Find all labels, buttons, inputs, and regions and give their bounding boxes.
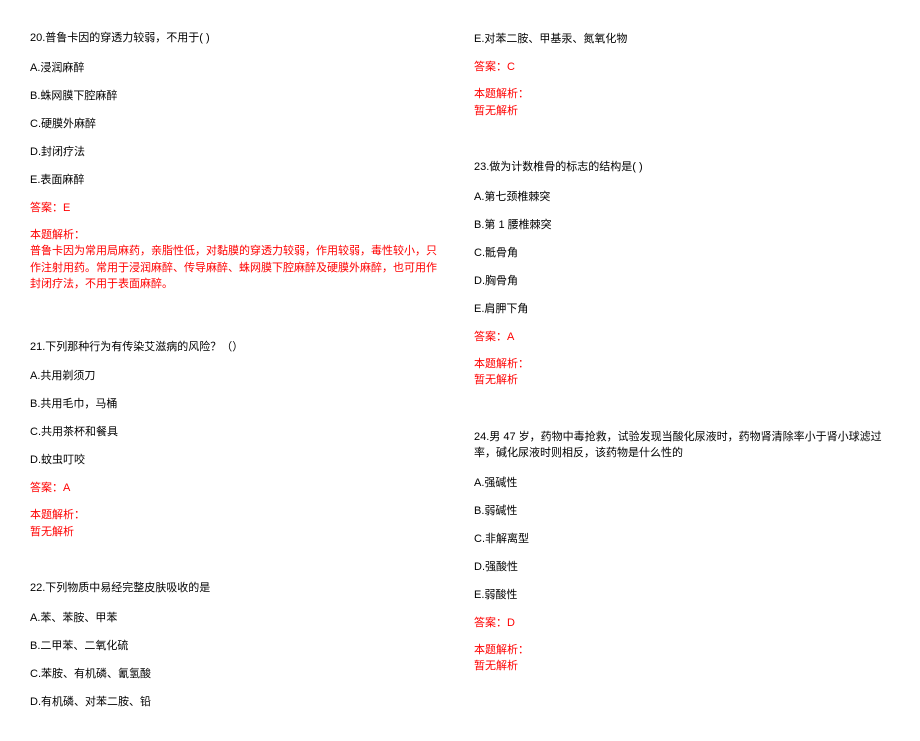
q21-opt-a: A.共用剃须刀	[30, 367, 446, 383]
q20-exp-label: 本题解析：	[30, 227, 446, 244]
q23-answer: 答案：A	[474, 328, 890, 344]
q22-opt-d: D.有机磷、对苯二胺、铅	[30, 693, 446, 709]
q20-opt-e: E.表面麻醉	[30, 171, 446, 187]
q20-exp-text: 普鲁卡因为常用局麻药，亲脂性低，对黏膜的穿透力较弱，作用较弱，毒性较小，只作注射…	[30, 243, 446, 293]
question-20: 20.普鲁卡因的穿透力较弱，不用于( ) A.浸润麻醉 B.蛛网膜下腔麻醉 C.…	[30, 30, 446, 305]
q20-opt-a: A.浸润麻醉	[30, 59, 446, 75]
q21-exp-label: 本题解析：	[30, 507, 446, 524]
q20-answer: 答案：E	[30, 199, 446, 215]
q23-exp-text: 暂无解析	[474, 372, 890, 389]
q24-opt-a: A.强碱性	[474, 474, 890, 490]
question-23: 23.做为计数椎骨的标志的结构是( ) A.第七颈椎棘突 B.第 1 腰椎棘突 …	[474, 159, 890, 401]
q23-opt-e: E.肩胛下角	[474, 300, 890, 316]
q21-exp-text: 暂无解析	[30, 524, 446, 541]
q24-opt-c: C.非解离型	[474, 530, 890, 546]
q22-answer: 答案：C	[474, 58, 890, 74]
q22-title: 22.下列物质中易经完整皮肤吸收的是	[30, 580, 446, 597]
q21-opt-d: D.蚊虫叮咬	[30, 451, 446, 467]
right-column: E.对苯二胺、甲基汞、氮氧化物 答案：C 本题解析： 暂无解析 23.做为计数椎…	[474, 30, 890, 741]
q22-opt-a: A.苯、苯胺、甲苯	[30, 609, 446, 625]
q20-opt-c: C.硬膜外麻醉	[30, 115, 446, 131]
q21-opt-c: C.共用茶杯和餐具	[30, 423, 446, 439]
q23-opt-a: A.第七颈椎棘突	[474, 188, 890, 204]
q23-exp-label: 本题解析：	[474, 356, 890, 373]
q22-opt-c: C.苯胺、有机磷、氰氢酸	[30, 665, 446, 681]
q23-opt-d: D.胸骨角	[474, 272, 890, 288]
q21-answer: 答案：A	[30, 479, 446, 495]
q24-opt-d: D.强酸性	[474, 558, 890, 574]
q24-title: 24.男 47 岁，药物中毒抢救，试验发现当酸化尿液时，药物肾清除率小于肾小球滤…	[474, 429, 890, 462]
q20-opt-d: D.封闭疗法	[30, 143, 446, 159]
q23-title: 23.做为计数椎骨的标志的结构是( )	[474, 159, 890, 176]
q24-answer: 答案：D	[474, 614, 890, 630]
question-24: 24.男 47 岁，药物中毒抢救，试验发现当酸化尿液时，药物肾清除率小于肾小球滤…	[474, 429, 890, 687]
q24-exp-text: 暂无解析	[474, 658, 890, 675]
q22-opt-e: E.对苯二胺、甲基汞、氮氧化物	[474, 30, 890, 46]
q22-exp-label: 本题解析：	[474, 86, 890, 103]
question-22: 22.下列物质中易经完整皮肤吸收的是 A.苯、苯胺、甲苯 B.二甲苯、二氧化硫 …	[30, 580, 446, 721]
q22-exp-text: 暂无解析	[474, 103, 890, 120]
question-22-cont: E.对苯二胺、甲基汞、氮氧化物 答案：C 本题解析： 暂无解析	[474, 30, 890, 131]
q22-opt-b: B.二甲苯、二氧化硫	[30, 637, 446, 653]
q24-opt-b: B.弱碱性	[474, 502, 890, 518]
q21-title: 21.下列那种行为有传染艾滋病的风险？（）	[30, 339, 446, 356]
question-21: 21.下列那种行为有传染艾滋病的风险？（） A.共用剃须刀 B.共用毛巾，马桶 …	[30, 339, 446, 553]
q24-opt-e: E.弱酸性	[474, 586, 890, 602]
q23-opt-c: C.骶骨角	[474, 244, 890, 260]
q21-opt-b: B.共用毛巾，马桶	[30, 395, 446, 411]
q20-opt-b: B.蛛网膜下腔麻醉	[30, 87, 446, 103]
q23-opt-b: B.第 1 腰椎棘突	[474, 216, 890, 232]
q20-title: 20.普鲁卡因的穿透力较弱，不用于( )	[30, 30, 446, 47]
q24-exp-label: 本题解析：	[474, 642, 890, 659]
left-column: 20.普鲁卡因的穿透力较弱，不用于( ) A.浸润麻醉 B.蛛网膜下腔麻醉 C.…	[30, 30, 446, 741]
